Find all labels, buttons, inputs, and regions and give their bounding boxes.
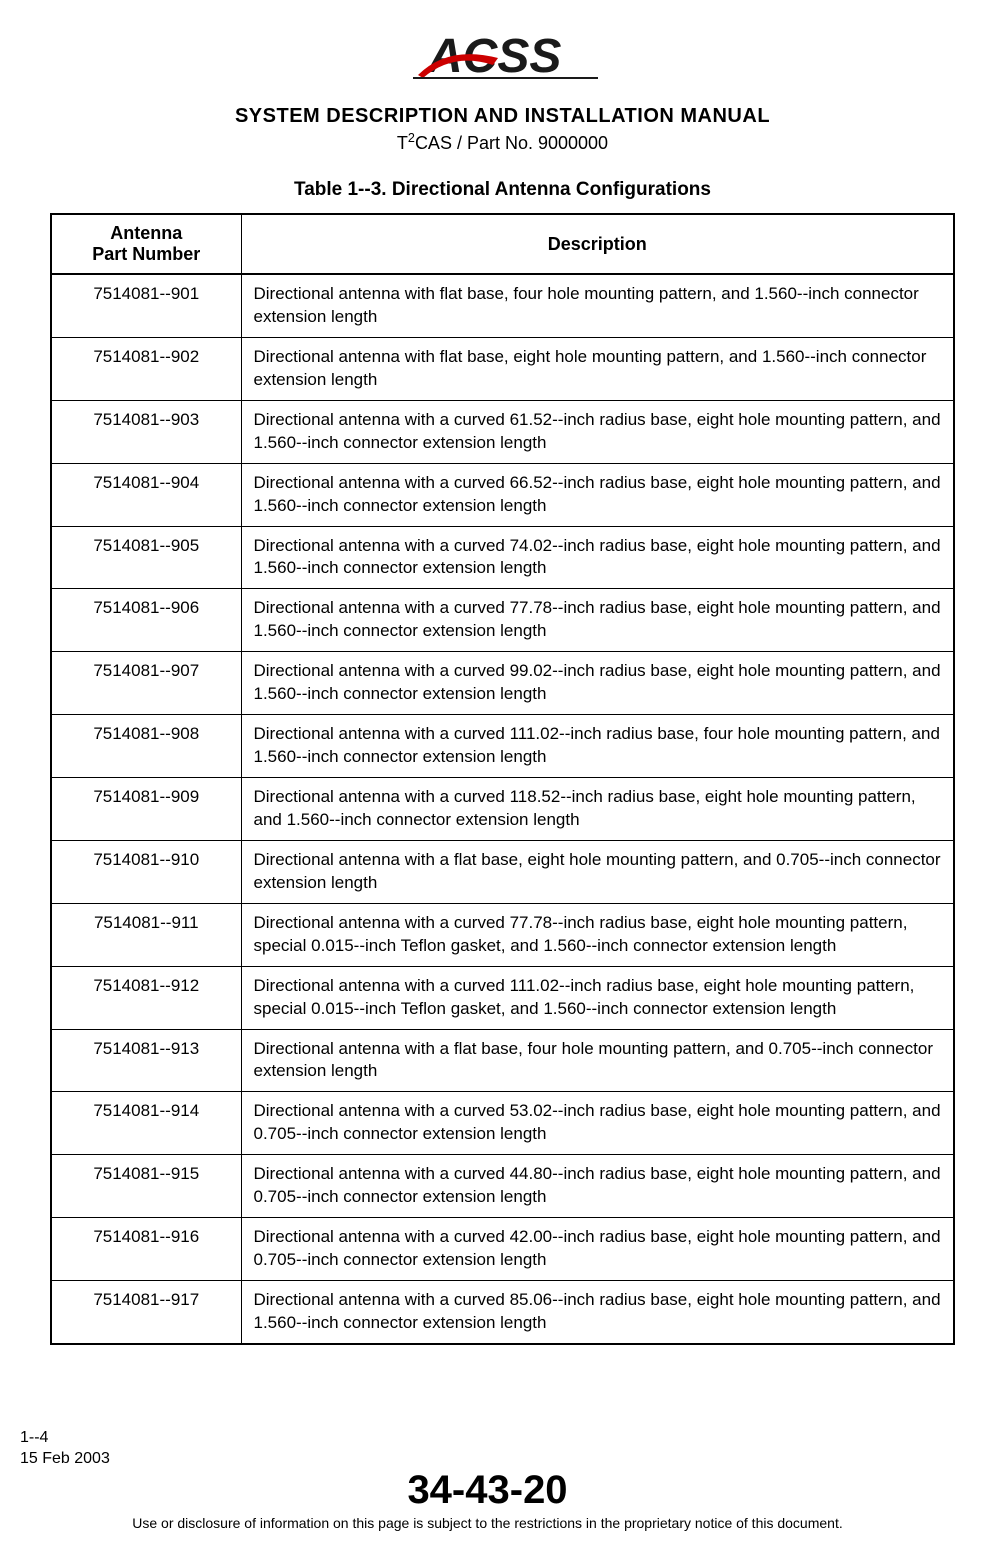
- cell-description: Directional antenna with a curved 44.80-…: [241, 1155, 954, 1218]
- subtitle-super: 2: [408, 131, 415, 145]
- cell-part-number: 7514081--904: [51, 463, 241, 526]
- cell-description: Directional antenna with a curved 61.52-…: [241, 400, 954, 463]
- cell-description: Directional antenna with flat base, eigh…: [241, 337, 954, 400]
- document-header: ACSS SYSTEM DESCRIPTION AND INSTALLATION…: [50, 30, 955, 154]
- table-row: 7514081--908Directional antenna with a c…: [51, 715, 954, 778]
- svg-text:ACSS: ACSS: [427, 30, 561, 83]
- table-row: 7514081--903Directional antenna with a c…: [51, 400, 954, 463]
- cell-part-number: 7514081--916: [51, 1218, 241, 1281]
- table-row: 7514081--902Directional antenna with fla…: [51, 337, 954, 400]
- manual-subtitle: T2CAS / Part No. 9000000: [50, 131, 955, 154]
- column-header-description: Description: [241, 214, 954, 274]
- table-row: 7514081--915Directional antenna with a c…: [51, 1155, 954, 1218]
- table-row: 7514081--916Directional antenna with a c…: [51, 1218, 954, 1281]
- cell-description: Directional antenna with a curved 85.06-…: [241, 1281, 954, 1344]
- manual-title: SYSTEM DESCRIPTION AND INSTALLATION MANU…: [50, 105, 955, 128]
- section-number: 34-43-20: [20, 1468, 955, 1513]
- table-row: 7514081--913Directional antenna with a f…: [51, 1029, 954, 1092]
- table-row: 7514081--906Directional antenna with a c…: [51, 589, 954, 652]
- col-header-text: Antenna Part Number: [92, 223, 200, 264]
- subtitle-prefix: T: [397, 133, 408, 153]
- page-date: 15 Feb 2003: [20, 1449, 955, 1470]
- table-row: 7514081--909Directional antenna with a c…: [51, 778, 954, 841]
- cell-description: Directional antenna with a flat base, ei…: [241, 840, 954, 903]
- footer-notice: Use or disclosure of information on this…: [20, 1515, 955, 1531]
- cell-description: Directional antenna with a curved 66.52-…: [241, 463, 954, 526]
- cell-part-number: 7514081--906: [51, 589, 241, 652]
- cell-part-number: 7514081--917: [51, 1281, 241, 1344]
- page-info: 1--4 15 Feb 2003: [20, 1428, 955, 1470]
- cell-description: Directional antenna with flat base, four…: [241, 274, 954, 337]
- table-row: 7514081--911Directional antenna with a c…: [51, 903, 954, 966]
- document-footer: 34-43-20 1--4 15 Feb 2003 Use or disclos…: [20, 1428, 955, 1531]
- cell-part-number: 7514081--902: [51, 337, 241, 400]
- cell-part-number: 7514081--912: [51, 966, 241, 1029]
- cell-description: Directional antenna with a curved 53.02-…: [241, 1092, 954, 1155]
- cell-description: Directional antenna with a curved 118.52…: [241, 778, 954, 841]
- page-number: 1--4: [20, 1428, 955, 1449]
- cell-part-number: 7514081--915: [51, 1155, 241, 1218]
- logo: ACSS: [50, 30, 955, 90]
- cell-part-number: 7514081--905: [51, 526, 241, 589]
- cell-description: Directional antenna with a curved 74.02-…: [241, 526, 954, 589]
- cell-part-number: 7514081--909: [51, 778, 241, 841]
- cell-part-number: 7514081--913: [51, 1029, 241, 1092]
- column-header-part-number: Antenna Part Number: [51, 214, 241, 274]
- cell-part-number: 7514081--903: [51, 400, 241, 463]
- table-caption: Table 1--3. Directional Antenna Configur…: [50, 179, 955, 201]
- cell-description: Directional antenna with a curved 99.02-…: [241, 652, 954, 715]
- subtitle-suffix: CAS / Part No. 9000000: [415, 133, 608, 153]
- table-row: 7514081--901Directional antenna with fla…: [51, 274, 954, 337]
- table-body: 7514081--901Directional antenna with fla…: [51, 274, 954, 1344]
- table-row: 7514081--904Directional antenna with a c…: [51, 463, 954, 526]
- table-row: 7514081--914Directional antenna with a c…: [51, 1092, 954, 1155]
- table-header-row: Antenna Part Number Description: [51, 214, 954, 274]
- cell-description: Directional antenna with a curved 111.02…: [241, 715, 954, 778]
- table-row: 7514081--917Directional antenna with a c…: [51, 1281, 954, 1344]
- table-row: 7514081--912Directional antenna with a c…: [51, 966, 954, 1029]
- table-row: 7514081--907Directional antenna with a c…: [51, 652, 954, 715]
- cell-part-number: 7514081--914: [51, 1092, 241, 1155]
- cell-description: Directional antenna with a curved 77.78-…: [241, 903, 954, 966]
- cell-description: Directional antenna with a curved 77.78-…: [241, 589, 954, 652]
- cell-part-number: 7514081--901: [51, 274, 241, 337]
- cell-description: Directional antenna with a flat base, fo…: [241, 1029, 954, 1092]
- cell-part-number: 7514081--908: [51, 715, 241, 778]
- cell-description: Directional antenna with a curved 111.02…: [241, 966, 954, 1029]
- antenna-config-table: Antenna Part Number Description 7514081-…: [50, 213, 955, 1345]
- cell-description: Directional antenna with a curved 42.00-…: [241, 1218, 954, 1281]
- table-row: 7514081--905Directional antenna with a c…: [51, 526, 954, 589]
- table-row: 7514081--910Directional antenna with a f…: [51, 840, 954, 903]
- cell-part-number: 7514081--910: [51, 840, 241, 903]
- cell-part-number: 7514081--911: [51, 903, 241, 966]
- cell-part-number: 7514081--907: [51, 652, 241, 715]
